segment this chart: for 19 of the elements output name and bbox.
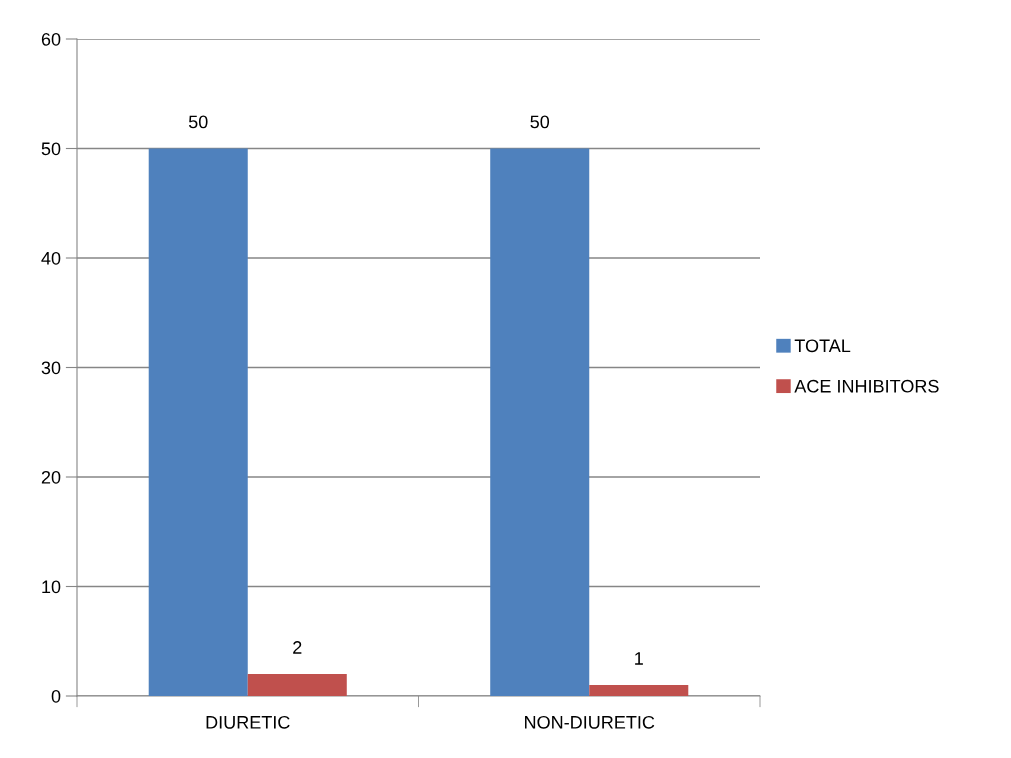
y-tick-label: 20 [41,470,61,484]
legend-label: TOTAL [794,339,851,353]
bar [490,148,590,696]
data-label: 2 [293,641,302,654]
x-tick-label: NON-DIURETIC [525,715,655,729]
bar [589,685,689,696]
legend-label: ACE INHIBITORS [794,379,939,393]
data-label: 50 [188,115,208,129]
data-label: 1 [635,652,643,665]
y-tick-label: 60 [41,32,61,46]
y-tick-label: 40 [41,251,61,265]
x-tick-label: DIURETIC [206,715,290,729]
y-tick-label: 10 [42,580,61,594]
y-tick-label: 0 [51,689,61,703]
y-tick-label: 50 [41,142,61,156]
bar [148,148,248,696]
y-tick-label: 30 [41,361,61,375]
data-label: 50 [530,115,550,129]
bar [247,674,347,696]
